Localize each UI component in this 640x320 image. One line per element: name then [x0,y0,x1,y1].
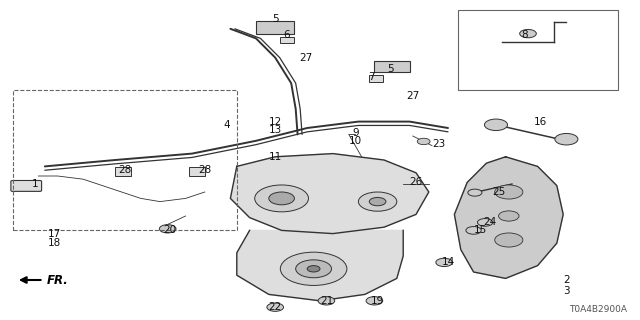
Text: 16: 16 [534,116,547,127]
Circle shape [159,225,176,233]
Circle shape [358,192,397,211]
Polygon shape [230,154,429,234]
Circle shape [307,266,320,272]
Polygon shape [454,157,563,278]
Circle shape [366,297,383,305]
Text: 24: 24 [483,217,496,228]
Text: 11: 11 [269,152,282,162]
Circle shape [477,219,493,226]
Text: 1: 1 [32,179,38,189]
Circle shape [495,233,523,247]
Text: 12: 12 [269,116,282,127]
Text: 2: 2 [563,275,570,285]
Text: 27: 27 [406,91,419,101]
Circle shape [520,29,536,38]
Circle shape [555,133,578,145]
FancyBboxPatch shape [189,167,205,176]
Circle shape [369,197,386,206]
Text: 3: 3 [563,286,570,296]
Text: 21: 21 [320,296,333,306]
FancyBboxPatch shape [11,180,42,191]
Circle shape [495,185,523,199]
Circle shape [466,227,481,234]
Text: 15: 15 [474,225,486,236]
Text: T0A4B2900A: T0A4B2900A [569,305,627,314]
Circle shape [417,138,430,145]
Text: 17: 17 [48,228,61,239]
Text: 19: 19 [371,296,384,306]
Text: FR.: FR. [47,274,68,286]
Circle shape [255,185,308,212]
Circle shape [318,297,335,305]
Text: 9: 9 [352,128,358,138]
Text: 28: 28 [118,164,131,175]
Circle shape [484,119,508,131]
Text: 23: 23 [432,139,445,149]
Text: 25: 25 [493,187,506,197]
Text: 10: 10 [349,136,362,146]
Text: 27: 27 [300,52,312,63]
Text: 7: 7 [368,72,374,82]
Circle shape [468,189,482,196]
FancyBboxPatch shape [256,21,294,34]
Text: 20: 20 [163,225,176,236]
Polygon shape [237,230,403,301]
Circle shape [267,303,284,311]
Text: 8: 8 [522,30,528,40]
Text: 22: 22 [269,302,282,312]
Circle shape [499,211,519,221]
FancyBboxPatch shape [369,75,383,82]
Text: 18: 18 [48,238,61,248]
Text: 13: 13 [269,124,282,135]
Circle shape [296,260,332,278]
Text: 26: 26 [410,177,422,188]
Text: 4: 4 [224,120,230,130]
Text: 14: 14 [442,257,454,268]
Text: 5: 5 [387,64,394,74]
Circle shape [436,258,452,267]
Text: 6: 6 [284,30,290,40]
FancyBboxPatch shape [280,37,294,43]
Text: 5: 5 [272,14,278,24]
FancyBboxPatch shape [374,61,410,72]
Circle shape [280,252,347,285]
Circle shape [269,192,294,205]
Text: 28: 28 [198,164,211,175]
FancyBboxPatch shape [115,167,131,176]
